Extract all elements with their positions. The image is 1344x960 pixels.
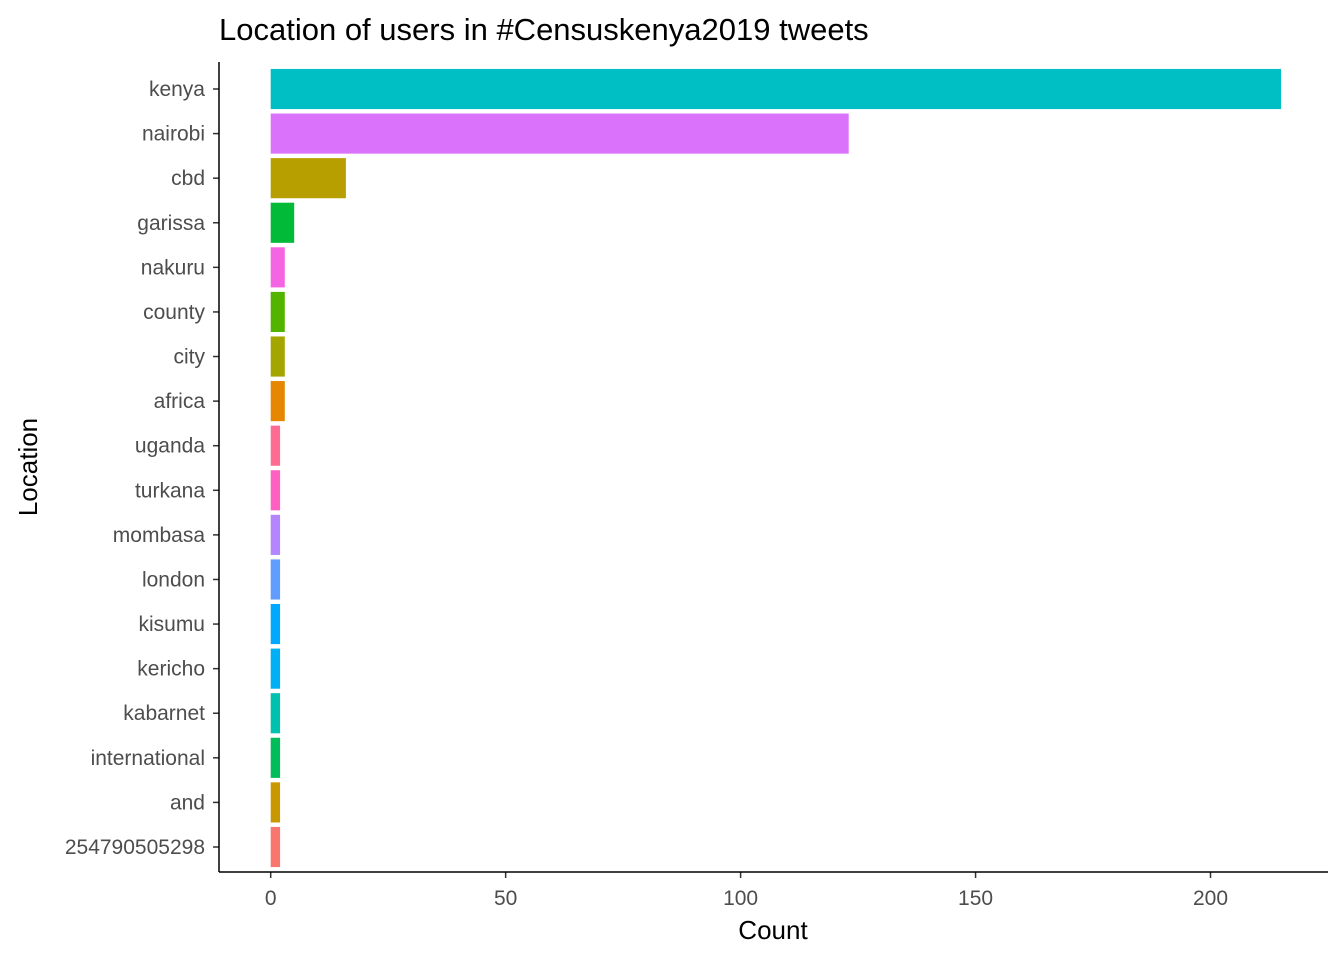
y-tick-label: nairobi bbox=[142, 123, 205, 146]
bar-nairobi bbox=[270, 113, 849, 154]
y-tick-label: mombasa bbox=[113, 524, 206, 547]
bar-mombasa bbox=[270, 514, 281, 555]
bar-kericho bbox=[270, 648, 281, 689]
y-axis-ticks: kenya nairobi cbd garissa nakuru county city af… bbox=[65, 78, 219, 859]
bar-kenya bbox=[270, 68, 1282, 110]
bar-and bbox=[270, 782, 281, 823]
bar-city bbox=[270, 336, 285, 377]
y-tick-label: and bbox=[170, 791, 205, 814]
bar-county bbox=[270, 291, 285, 333]
x-tick-label: 50 bbox=[494, 887, 517, 910]
x-tick-label: 100 bbox=[723, 887, 758, 910]
y-tick-label: kisumu bbox=[138, 613, 205, 636]
bar-garissa bbox=[270, 202, 295, 243]
bars-group bbox=[270, 68, 1282, 868]
y-tick-label: international bbox=[91, 747, 205, 770]
x-tick-label: 0 bbox=[265, 887, 277, 910]
y-tick-label: kabarnet bbox=[123, 702, 205, 725]
y-tick-label: city bbox=[174, 346, 206, 369]
x-tick-label: 150 bbox=[958, 887, 993, 910]
bar-kabarnet bbox=[270, 693, 281, 734]
x-axis-title: Count bbox=[738, 915, 808, 945]
bar-uganda bbox=[270, 425, 281, 466]
y-tick-label: kenya bbox=[149, 78, 205, 101]
bar-cbd bbox=[270, 158, 346, 199]
y-tick-label: county bbox=[143, 301, 205, 324]
y-tick-label: 254790505298 bbox=[65, 836, 205, 859]
chart-title: Location of users in #Censuskenya2019 tw… bbox=[219, 12, 869, 47]
bar-kisumu bbox=[270, 603, 281, 645]
bar-africa bbox=[270, 381, 285, 422]
y-tick-label: nakuru bbox=[141, 256, 205, 279]
y-tick-label: turkana bbox=[135, 479, 205, 502]
y-tick-label: cbd bbox=[171, 167, 205, 190]
y-tick-label: kericho bbox=[137, 658, 205, 681]
bar-turkana bbox=[270, 470, 281, 511]
bar-london bbox=[270, 559, 281, 600]
x-axis-ticks: 0 50 100 150 200 bbox=[265, 872, 1228, 910]
bar-nakuru bbox=[270, 247, 285, 288]
bar-international bbox=[270, 737, 281, 778]
x-tick-label: 200 bbox=[1193, 887, 1228, 910]
y-tick-label: garissa bbox=[137, 212, 205, 235]
y-tick-label: london bbox=[142, 568, 205, 591]
y-tick-label: africa bbox=[154, 390, 206, 413]
bar-254790505298 bbox=[270, 826, 281, 868]
y-axis-title: Location bbox=[13, 418, 43, 516]
y-tick-label: uganda bbox=[135, 435, 205, 458]
